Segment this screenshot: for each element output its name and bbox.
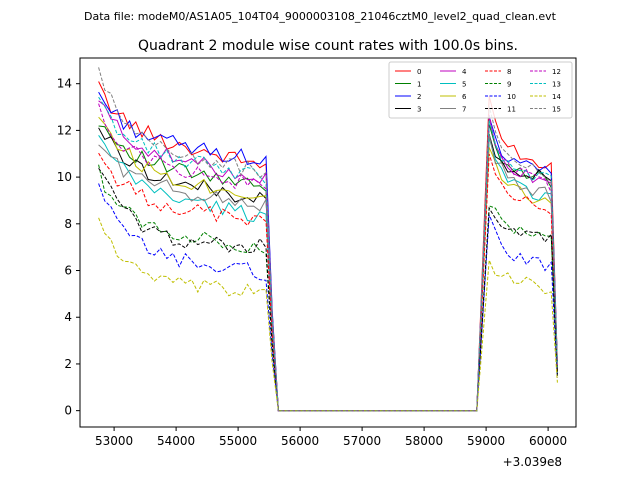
x-tick-label: 55000 <box>219 434 257 448</box>
series-line-6 <box>98 116 558 412</box>
legend-label: 10 <box>507 93 516 101</box>
y-tick-label: 0 <box>64 404 72 418</box>
legend-label: 7 <box>462 106 466 114</box>
series-line-8 <box>98 152 558 412</box>
series-line-0 <box>98 81 558 412</box>
series-line-9 <box>98 164 558 412</box>
legend-label: 5 <box>462 81 466 89</box>
series-line-10 <box>98 183 558 412</box>
legend-label: 15 <box>552 106 561 114</box>
x-tick-label: 58000 <box>405 434 443 448</box>
y-tick-label: 14 <box>57 77 72 91</box>
legend-label: 11 <box>507 106 516 114</box>
legend-label: 14 <box>552 93 561 101</box>
chart-title: Quadrant 2 module wise count rates with … <box>138 38 518 54</box>
chart-suptitle: Data file: modeM0/AS1A05_104T04_90000031… <box>84 10 557 23</box>
series-line-15 <box>98 67 558 412</box>
y-tick-label: 8 <box>64 217 72 231</box>
series-line-7 <box>98 134 558 412</box>
series-line-13 <box>98 96 558 412</box>
legend-label: 4 <box>462 68 467 76</box>
x-tick-label: 53000 <box>95 434 133 448</box>
y-tick-label: 10 <box>57 170 72 184</box>
legend-label: 3 <box>417 106 421 114</box>
x-tick-label: 57000 <box>343 434 381 448</box>
series-line-14 <box>98 217 558 412</box>
y-tick-label: 12 <box>57 123 72 137</box>
y-tick-label: 6 <box>64 264 72 278</box>
legend-label: 0 <box>417 68 421 76</box>
legend-label: 1 <box>417 81 421 89</box>
y-tick-label: 4 <box>64 310 72 324</box>
series-layer <box>98 67 558 412</box>
plot-frame <box>79 57 577 428</box>
x-tick-label: 60000 <box>529 434 567 448</box>
x-tick-label: 59000 <box>467 434 505 448</box>
x-tick-label: 56000 <box>281 434 319 448</box>
series-line-5 <box>98 135 558 412</box>
series-line-11 <box>98 168 558 412</box>
x-tick-label: 54000 <box>157 434 195 448</box>
series-line-3 <box>98 127 558 412</box>
x-offset-label: +3.039e8 <box>503 455 562 469</box>
legend-label: 6 <box>462 93 467 101</box>
legend-label: 8 <box>507 68 511 76</box>
legend-label: 13 <box>552 81 561 89</box>
legend-label: 9 <box>507 81 511 89</box>
axes-layer: 53000 54000 55000 56000 57000 58000 59000 60000… <box>57 77 567 448</box>
series-line-12 <box>98 103 558 412</box>
legend-label: 2 <box>417 93 421 101</box>
legend-label: 12 <box>552 68 561 76</box>
y-tick-label: 2 <box>64 357 72 371</box>
legend-frame <box>388 61 573 119</box>
